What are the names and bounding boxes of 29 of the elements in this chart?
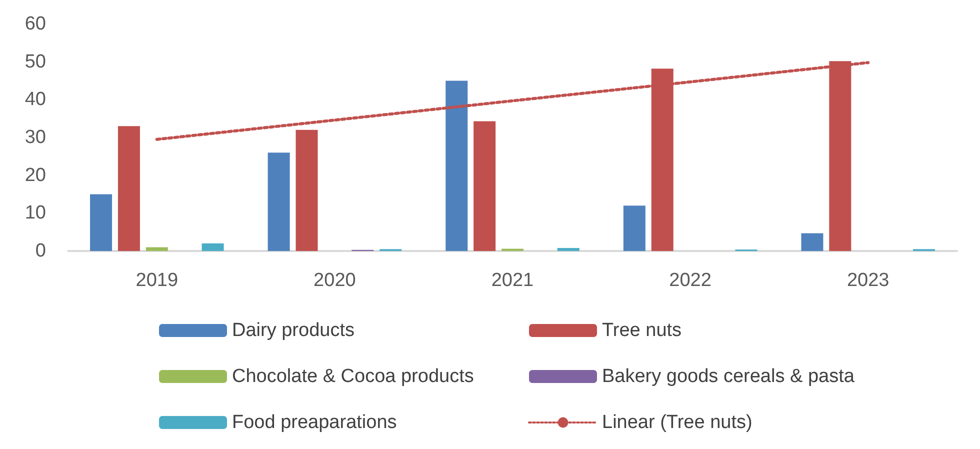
bar xyxy=(801,233,824,251)
x-tick-label: 2023 xyxy=(846,270,890,291)
y-tick-label: 20 xyxy=(24,164,46,186)
legend-label: Dairy products xyxy=(232,320,354,341)
legend-label: Chocolate & Cocoa products xyxy=(232,366,474,387)
bar xyxy=(623,206,646,251)
bar xyxy=(268,152,290,251)
bar xyxy=(146,247,168,251)
y-tick-label: 60 xyxy=(24,14,46,34)
legend-label: Linear (Tree nuts) xyxy=(602,412,752,433)
legend-label: Food preaparations xyxy=(232,412,397,433)
bar xyxy=(296,130,318,251)
bar xyxy=(474,121,496,251)
x-tick-label: 2019 xyxy=(136,270,178,291)
bar xyxy=(446,80,468,251)
legend-label: Bakery goods cereals & pasta xyxy=(602,366,855,387)
y-tick-label: 0 xyxy=(35,240,46,262)
x-tick-label: 2022 xyxy=(669,270,712,291)
bar xyxy=(202,243,224,251)
bar xyxy=(118,126,140,251)
y-tick-label: 10 xyxy=(24,202,46,224)
bar xyxy=(90,194,112,251)
y-tick-label: 50 xyxy=(24,51,46,72)
y-tick-label: 40 xyxy=(24,89,46,110)
bar xyxy=(557,248,580,251)
x-tick-label: 2020 xyxy=(314,270,356,291)
legend-label: Tree nuts xyxy=(602,320,682,341)
x-tick-label: 2021 xyxy=(491,270,534,291)
y-tick-label: 30 xyxy=(24,127,46,148)
